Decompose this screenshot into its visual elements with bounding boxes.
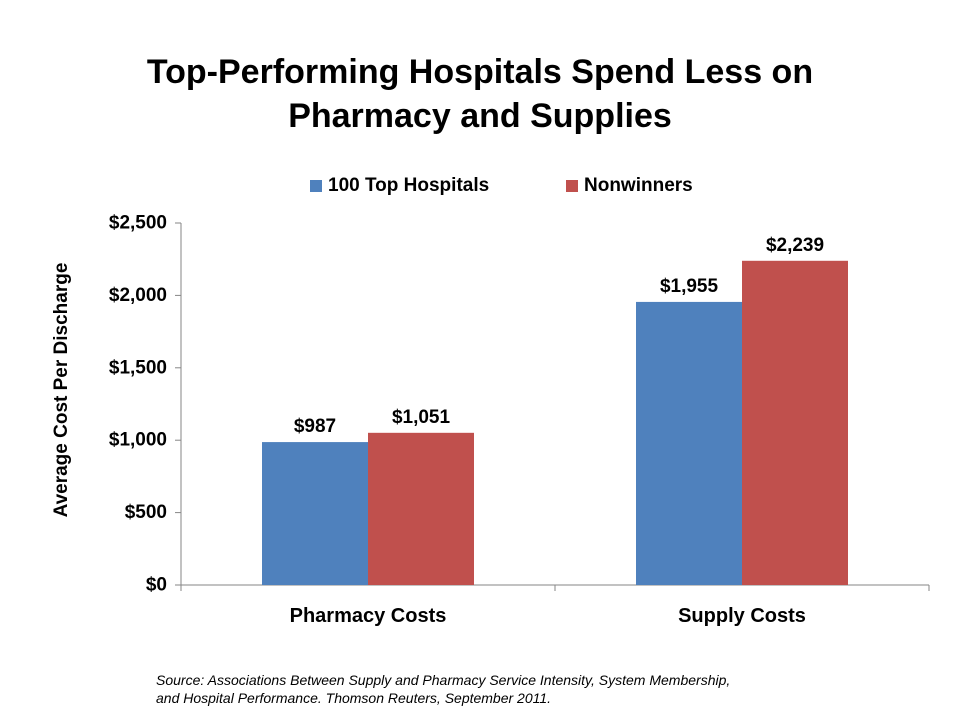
legend: 100 Top Hospitals Nonwinners	[0, 172, 960, 200]
legend-item-nonwinners: Nonwinners	[566, 172, 693, 200]
legend-label-100-top-hospitals: 100 Top Hospitals	[328, 175, 490, 196]
data-label: $1,955	[660, 276, 719, 297]
bar	[368, 432, 474, 585]
source-note-line-2: and Hospital Performance. Thomson Reuter…	[156, 690, 552, 706]
bar	[636, 301, 742, 585]
source-note-line-1: Source: Associations Between Supply and …	[156, 672, 731, 688]
source-note: Source: Associations Between Supply and …	[156, 671, 730, 707]
data-label: $987	[294, 416, 336, 437]
y-tick-label: $1,500	[109, 357, 167, 378]
y-tick-label: $0	[146, 575, 167, 596]
legend-swatch-nonwinners	[566, 180, 578, 192]
y-tick-label: $1,000	[109, 430, 167, 451]
y-tick-label: $2,500	[109, 213, 167, 234]
category-label: Pharmacy Costs	[290, 605, 447, 627]
category-label: Supply Costs	[678, 605, 806, 627]
chart-title: Top-Performing Hospitals Spend Less on P…	[0, 50, 960, 138]
data-label: $1,051	[392, 407, 451, 428]
chart-title-line-2: Pharmacy and Supplies	[288, 97, 672, 135]
legend-label-nonwinners: Nonwinners	[584, 175, 693, 196]
bar	[742, 260, 848, 585]
chart-title-line-1: Top-Performing Hospitals Spend Less on	[146, 53, 814, 91]
bar	[262, 442, 368, 585]
legend-swatch-100-top-hospitals	[310, 180, 322, 192]
legend-item-100-top-hospitals: 100 Top Hospitals	[310, 172, 489, 200]
data-label: $2,239	[766, 235, 824, 256]
y-tick-label: $500	[125, 502, 167, 523]
y-tick-label: $2,000	[109, 285, 167, 306]
